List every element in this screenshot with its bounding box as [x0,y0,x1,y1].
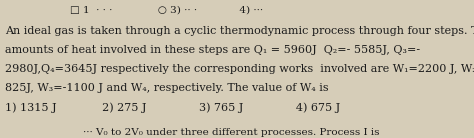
Text: 1) 1315 J             2) 275 J               3) 765 J               4) 675 J: 1) 1315 J 2) 275 J 3) 765 J 4) 675 J [5,102,340,113]
Text: □ 1  · · ·              ○ 3) ·· ·             4) ···: □ 1 · · · ○ 3) ·· · 4) ··· [5,6,263,15]
Text: ··· V₀ to 2V₀ under three different processes. Process I is: ··· V₀ to 2V₀ under three different proc… [5,128,380,137]
Text: 2980J,Q₄=3645J respectively the corresponding works  involved are W₁=2200 J, W₂=: 2980J,Q₄=3645J respectively the correspo… [5,64,474,74]
Text: 825J, W₃=-1100 J and W₄, respectively. The value of W₄ is: 825J, W₃=-1100 J and W₄, respectively. T… [5,83,328,93]
Text: amounts of heat involved in these steps are Q₁ = 5960J  Q₂=- 5585J, Q₃=-: amounts of heat involved in these steps … [5,45,420,55]
Text: An ideal gas is taken through a cyclic thermodynamic process through four steps.: An ideal gas is taken through a cyclic t… [5,26,474,36]
